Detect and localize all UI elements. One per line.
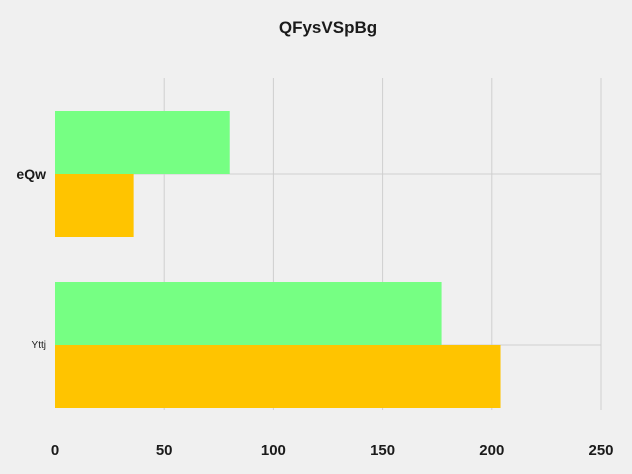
x-axis-ticks: 0 50 100 150 200 250 [51, 442, 614, 459]
x-tick-label: 50 [156, 442, 173, 459]
bar-eqw-series-2 [55, 174, 134, 237]
category-label-eqw: eQw [16, 166, 46, 182]
chart-title: QFysVSpBg [279, 18, 377, 37]
y-axis-categories: eQw Yttj [16, 166, 46, 351]
category-label-yttj: Yttj [32, 340, 46, 351]
x-tick-label: 0 [51, 442, 59, 459]
bar-yttj-series-1 [55, 282, 442, 345]
x-tick-label: 250 [588, 442, 613, 459]
bar-eqw-series-1 [55, 111, 230, 174]
bar-yttj-series-2 [55, 345, 501, 408]
x-tick-label: 200 [479, 442, 504, 459]
x-tick-label: 150 [370, 442, 395, 459]
bars [55, 111, 501, 408]
x-tick-label: 100 [261, 442, 286, 459]
